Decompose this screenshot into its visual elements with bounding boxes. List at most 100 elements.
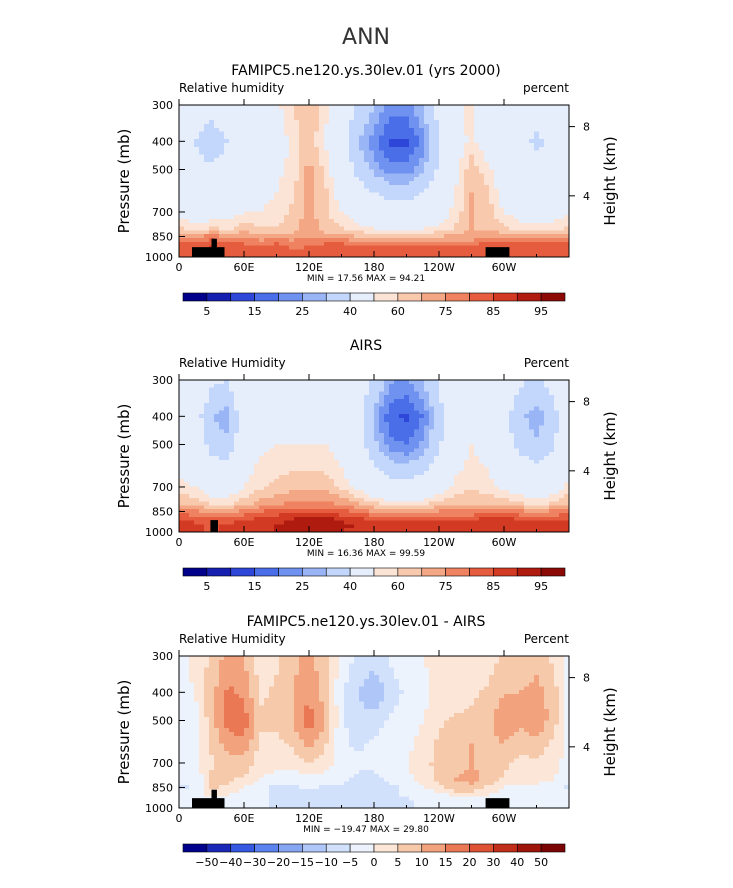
heatmap-cell bbox=[419, 184, 425, 190]
heatmap-cell bbox=[434, 181, 440, 186]
heatmap-cell bbox=[374, 219, 380, 224]
heatmap-cell bbox=[539, 150, 545, 155]
heatmap-cell bbox=[449, 425, 455, 430]
heatmap-cell bbox=[509, 131, 515, 136]
heatmap-cell bbox=[414, 173, 420, 178]
heatmap-cell bbox=[549, 383, 555, 389]
heatmap-cell bbox=[289, 421, 295, 427]
heatmap-cell bbox=[549, 387, 555, 392]
heatmap-cell bbox=[239, 135, 245, 140]
x-tick-label: 60W bbox=[492, 261, 517, 274]
heatmap-cell bbox=[224, 414, 230, 419]
heatmap-cell bbox=[564, 112, 570, 117]
heatmap-cell bbox=[239, 456, 245, 461]
heatmap-cell bbox=[284, 234, 290, 239]
heatmap-cell bbox=[519, 452, 525, 457]
heatmap-cell bbox=[534, 105, 540, 110]
heatmap-cell bbox=[444, 139, 450, 144]
heatmap-cell bbox=[554, 196, 560, 201]
heatmap-cell bbox=[424, 211, 430, 216]
heatmap-cell bbox=[324, 112, 330, 117]
heatmap-cell bbox=[399, 245, 405, 250]
heatmap-cell bbox=[409, 452, 415, 457]
heatmap-cell bbox=[489, 452, 495, 457]
heatmap-cell bbox=[309, 105, 315, 110]
heatmap-cell bbox=[539, 444, 545, 449]
heatmap-cell bbox=[389, 169, 395, 174]
heatmap-cell bbox=[444, 399, 450, 404]
heatmap-cell bbox=[549, 410, 555, 415]
heatmap-cell bbox=[314, 399, 320, 404]
heatmap-cell bbox=[409, 158, 415, 163]
heatmap-cell bbox=[209, 150, 215, 155]
heatmap-cell bbox=[509, 418, 515, 423]
heatmap-cell bbox=[249, 459, 255, 465]
heatmap-cell bbox=[209, 200, 215, 205]
heatmap-cell bbox=[224, 234, 230, 239]
heatmap-cell bbox=[449, 414, 455, 419]
heatmap-cell bbox=[289, 433, 295, 438]
heatmap-cell bbox=[279, 135, 285, 140]
heatmap-cell bbox=[334, 108, 340, 114]
heatmap-cell bbox=[304, 444, 310, 449]
heatmap-cell bbox=[379, 222, 385, 228]
heatmap-cell bbox=[464, 245, 470, 250]
heatmap-cell bbox=[554, 120, 560, 125]
heatmap-cell bbox=[474, 120, 480, 125]
heatmap-cell bbox=[454, 234, 460, 239]
heatmap-cell bbox=[559, 414, 565, 419]
heatmap-cell bbox=[199, 150, 205, 155]
heatmap-cell bbox=[524, 391, 530, 396]
heatmap-cell bbox=[484, 211, 490, 216]
heatmap-cell bbox=[544, 219, 550, 224]
heatmap-cell bbox=[299, 456, 305, 461]
heatmap-cell bbox=[199, 226, 205, 231]
heatmap-cell bbox=[424, 448, 430, 453]
heatmap-cell bbox=[374, 399, 380, 404]
season-title: ANN bbox=[342, 25, 390, 50]
heatmap-cell bbox=[424, 383, 430, 389]
heatmap-cell bbox=[354, 238, 360, 243]
heatmap-cell bbox=[279, 211, 285, 216]
heatmap-cell bbox=[489, 414, 495, 419]
heatmap-cell bbox=[564, 395, 570, 400]
heatmap-cell bbox=[544, 456, 550, 461]
heatmap-cell bbox=[274, 169, 280, 174]
heatmap-cell bbox=[254, 440, 260, 446]
heatmap-cell bbox=[529, 418, 535, 423]
heatmap-cell bbox=[424, 192, 430, 197]
heatmap-cell bbox=[334, 421, 340, 427]
heatmap-cell bbox=[279, 154, 285, 159]
heatmap-cell bbox=[274, 452, 280, 457]
heatmap-cell bbox=[379, 154, 385, 159]
heatmap-cell bbox=[294, 158, 300, 163]
heatmap-cell bbox=[239, 399, 245, 404]
heatmap-cell bbox=[374, 391, 380, 396]
heatmap-cell bbox=[344, 440, 350, 446]
heatmap-cell bbox=[314, 207, 320, 212]
heatmap-cell bbox=[379, 169, 385, 174]
heatmap-cell bbox=[224, 437, 230, 442]
heatmap-cell bbox=[304, 154, 310, 159]
heatmap-cell bbox=[249, 196, 255, 201]
heatmap-cell bbox=[259, 418, 265, 423]
heatmap-cell bbox=[479, 192, 485, 197]
heatmap-cell bbox=[524, 177, 530, 182]
heatmap-cell bbox=[369, 139, 375, 144]
heatmap-cell bbox=[559, 219, 565, 224]
heatmap-cell bbox=[564, 215, 570, 220]
heatmap-cell bbox=[414, 162, 420, 167]
heatmap-cell bbox=[374, 241, 380, 247]
heatmap-cell bbox=[304, 105, 310, 110]
heatmap-cell bbox=[509, 181, 515, 186]
heatmap-cell bbox=[479, 444, 485, 449]
heatmap-cell bbox=[194, 169, 200, 174]
heatmap-cell bbox=[384, 418, 390, 423]
heatmap-cell bbox=[244, 211, 250, 216]
heatmap-cell bbox=[524, 146, 530, 152]
heatmap-cell bbox=[314, 402, 320, 408]
heatmap-cell bbox=[384, 127, 390, 133]
heatmap-cell bbox=[309, 177, 315, 182]
heatmap-cell bbox=[344, 188, 350, 193]
heatmap-cell bbox=[269, 433, 275, 438]
